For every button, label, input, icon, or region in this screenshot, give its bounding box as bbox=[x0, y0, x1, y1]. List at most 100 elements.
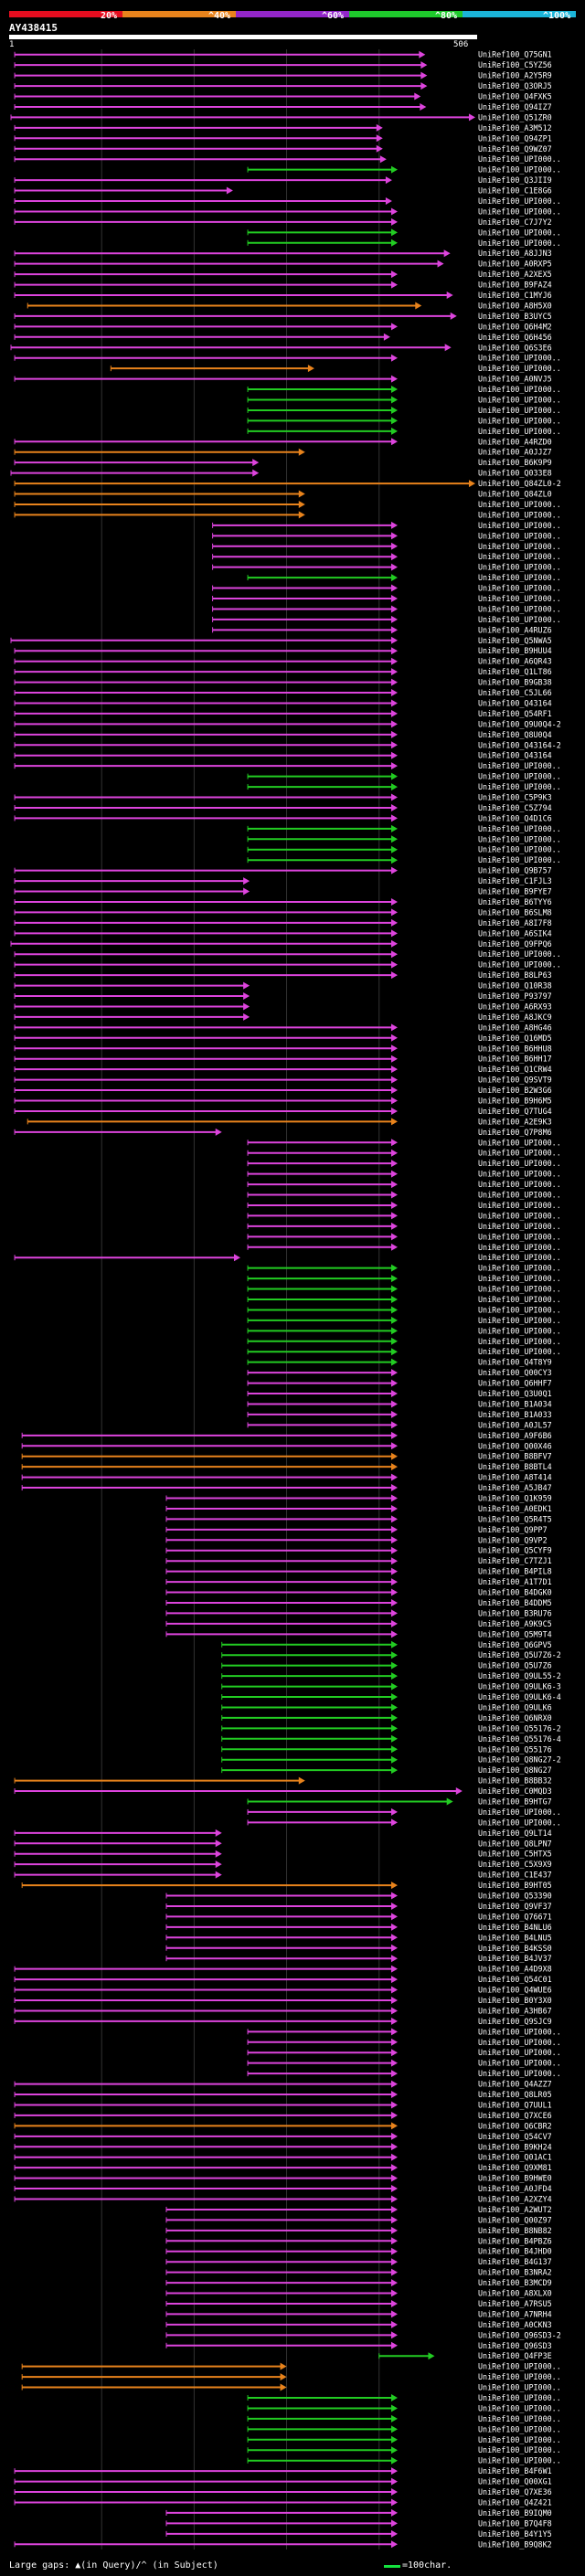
hit-label[interactable]: UniRef100_Q9U0Q4-2 bbox=[478, 719, 561, 728]
hit-label[interactable]: UniRef100_UPI000.. bbox=[478, 2456, 561, 2465]
hit-label[interactable]: UniRef100_A8JJN3 bbox=[478, 249, 552, 258]
hit-label[interactable]: UniRef100_Q00X46 bbox=[478, 1441, 552, 1450]
hit-row[interactable]: UniRef100_Q6GPV5 bbox=[221, 1640, 552, 1649]
hit-label[interactable]: UniRef100_Q16MD5 bbox=[478, 1034, 552, 1043]
hit-label[interactable]: UniRef100_B4DDM5 bbox=[478, 1598, 552, 1607]
hit-label[interactable]: UniRef100_A2XEX5 bbox=[478, 270, 552, 279]
hit-row[interactable]: UniRef100_UPI000.. bbox=[247, 2456, 561, 2465]
hit-row[interactable]: UniRef100_UPI000.. bbox=[247, 385, 561, 394]
hit-row[interactable]: UniRef100_C5HTX5 bbox=[14, 1850, 552, 1859]
hit-label[interactable]: UniRef100_A8HG46 bbox=[478, 1023, 552, 1032]
hit-label[interactable]: UniRef100_A0JFD4 bbox=[478, 2184, 552, 2193]
hit-row[interactable]: UniRef100_P93797 bbox=[14, 991, 552, 1001]
hit-label[interactable]: UniRef100_UPI000.. bbox=[478, 542, 561, 551]
hit-label[interactable]: UniRef100_UPI000.. bbox=[478, 604, 561, 613]
hit-label[interactable]: UniRef100_UPI000.. bbox=[478, 500, 561, 509]
hit-label[interactable]: UniRef100_A5JB47 bbox=[478, 1483, 552, 1492]
hit-row[interactable]: UniRef100_B3NRA2 bbox=[165, 2268, 552, 2277]
hit-row[interactable]: UniRef100_C5Z794 bbox=[14, 803, 552, 812]
hit-label[interactable]: UniRef100_B4PBZ6 bbox=[478, 2236, 552, 2245]
hit-row[interactable]: UniRef100_UPI000.. bbox=[212, 563, 561, 572]
hit-row[interactable]: UniRef100_Q9WZ07 bbox=[14, 144, 552, 154]
hit-row[interactable]: UniRef100_A3M512 bbox=[14, 123, 552, 133]
hit-row[interactable]: UniRef100_Q00XG1 bbox=[14, 2477, 552, 2486]
hit-label[interactable]: UniRef100_UPI000.. bbox=[478, 1191, 561, 1200]
hit-row[interactable]: UniRef100_C7TZJ1 bbox=[165, 1556, 552, 1565]
hit-label[interactable]: UniRef100_Q54RF1 bbox=[478, 709, 552, 718]
hit-label[interactable]: UniRef100_B9HWE0 bbox=[478, 2174, 552, 2183]
hit-row[interactable]: UniRef100_B6SLM8 bbox=[14, 907, 552, 917]
hit-row[interactable]: UniRef100_Q6HHF7 bbox=[247, 1379, 552, 1388]
hit-label[interactable]: UniRef100_Q10R38 bbox=[478, 981, 552, 991]
hit-row[interactable]: UniRef100_UPI000.. bbox=[247, 1191, 561, 1200]
hit-label[interactable]: UniRef100_Q4AZZ7 bbox=[478, 2080, 552, 2089]
hit-label[interactable]: UniRef100_Q54C01 bbox=[478, 1975, 552, 1984]
hit-label[interactable]: UniRef100_Q9SJC9 bbox=[478, 2017, 552, 2026]
hit-row[interactable]: UniRef100_Q9VP2 bbox=[165, 1535, 548, 1544]
hit-row[interactable]: UniRef100_C5X9X9 bbox=[14, 1860, 552, 1869]
hit-label[interactable]: UniRef100_Q9XM81 bbox=[478, 2163, 552, 2172]
hit-row[interactable]: UniRef100_B8BB32 bbox=[14, 1776, 552, 1786]
hit-row[interactable]: UniRef100_UPI000.. bbox=[247, 2059, 561, 2068]
hit-label[interactable]: UniRef100_Q033E8 bbox=[478, 469, 552, 478]
hit-row[interactable]: UniRef100_Q8LPN7 bbox=[14, 1839, 552, 1848]
hit-label[interactable]: UniRef100_A2WUT2 bbox=[478, 2205, 552, 2214]
hit-row[interactable]: UniRef100_Q1CRW4 bbox=[14, 1065, 552, 1074]
hit-label[interactable]: UniRef100_B9H6M5 bbox=[478, 1096, 552, 1105]
hit-label[interactable]: UniRef100_Q9ULK6 bbox=[478, 1702, 552, 1712]
hit-label[interactable]: UniRef100_UPI000.. bbox=[478, 207, 561, 216]
hit-row[interactable]: UniRef100_Q4Z421 bbox=[14, 2497, 552, 2507]
hit-label[interactable]: UniRef100_B9FYE7 bbox=[478, 887, 552, 896]
hit-label[interactable]: UniRef100_UPI000.. bbox=[478, 228, 561, 237]
hit-row[interactable]: UniRef100_UPI000.. bbox=[247, 1138, 561, 1147]
hit-label[interactable]: UniRef100_B6HHU8 bbox=[478, 1044, 552, 1053]
hit-label[interactable]: UniRef100_C5YZ56 bbox=[478, 60, 552, 69]
hit-label[interactable]: UniRef100_UPI000.. bbox=[478, 1264, 561, 1273]
hit-row[interactable]: UniRef100_Q7XCE6 bbox=[14, 2111, 552, 2120]
hit-label[interactable]: UniRef100_C5HTX5 bbox=[478, 1850, 552, 1859]
hit-label[interactable]: UniRef100_UPI000.. bbox=[478, 385, 561, 394]
hit-row[interactable]: UniRef100_C1FJL3 bbox=[14, 876, 552, 885]
hit-label[interactable]: UniRef100_UPI000.. bbox=[478, 406, 561, 415]
hit-label[interactable]: UniRef100_Q1K959 bbox=[478, 1494, 552, 1503]
hit-label[interactable]: UniRef100_UPI000.. bbox=[478, 2372, 561, 2381]
hit-label[interactable]: UniRef100_Q8LPN7 bbox=[478, 1839, 552, 1848]
hit-row[interactable]: UniRef100_UPI000.. bbox=[14, 761, 561, 770]
hit-label[interactable]: UniRef100_Q9ULK6-4 bbox=[478, 1692, 561, 1701]
hit-row[interactable]: UniRef100_Q7XE36 bbox=[14, 2487, 552, 2496]
hit-row[interactable]: UniRef100_B1A033 bbox=[247, 1410, 552, 1419]
hit-row[interactable]: UniRef100_UPI000.. bbox=[14, 1253, 561, 1262]
hit-row[interactable]: UniRef100_UPI000.. bbox=[247, 2403, 561, 2412]
hit-row[interactable]: UniRef100_UPI000.. bbox=[247, 1316, 561, 1325]
hit-row[interactable]: UniRef100_UPI000.. bbox=[247, 1347, 561, 1356]
hit-row[interactable]: UniRef100_C7J7Y2 bbox=[14, 217, 552, 227]
hit-row[interactable]: UniRef100_UPI000.. bbox=[247, 165, 561, 175]
hit-row[interactable]: UniRef100_A0EDK1 bbox=[165, 1504, 552, 1513]
hit-row[interactable]: UniRef100_A6SIK4 bbox=[14, 928, 552, 938]
hit-label[interactable]: UniRef100_UPI000.. bbox=[478, 239, 561, 248]
hit-row[interactable]: UniRef100_UPI000.. bbox=[212, 584, 561, 593]
hit-label[interactable]: UniRef100_Q4FXK5 bbox=[478, 92, 552, 101]
hit-row[interactable]: UniRef100_A4RUZ6 bbox=[212, 625, 552, 634]
hit-row[interactable]: UniRef100_B9GB38 bbox=[14, 678, 552, 687]
hit-row[interactable]: UniRef100_Q10R38 bbox=[14, 981, 552, 991]
hit-label[interactable]: UniRef100_UPI000.. bbox=[478, 2445, 561, 2454]
hit-row[interactable]: UniRef100_Q3JII9 bbox=[14, 175, 552, 185]
hit-row[interactable]: UniRef100_UPI000.. bbox=[247, 782, 561, 791]
hit-row[interactable]: UniRef100_Q3ORJ5 bbox=[14, 81, 552, 90]
hit-label[interactable]: UniRef100_UPI000.. bbox=[478, 510, 561, 519]
hit-label[interactable]: UniRef100_A6SIK4 bbox=[478, 928, 552, 938]
hit-row[interactable]: UniRef100_A4D9X8 bbox=[14, 1965, 552, 1974]
hit-row[interactable]: UniRef100_A8H5X0 bbox=[27, 301, 552, 310]
hit-row[interactable]: UniRef100_UPI000.. bbox=[247, 1274, 561, 1283]
hit-row[interactable]: UniRef100_A9K9C5 bbox=[165, 1619, 552, 1628]
hit-label[interactable]: UniRef100_UPI000.. bbox=[478, 573, 561, 582]
hit-row[interactable]: UniRef100_UPI000.. bbox=[247, 1807, 561, 1817]
hit-row[interactable]: UniRef100_Q00X46 bbox=[21, 1441, 552, 1450]
hit-row[interactable]: UniRef100_UPI000.. bbox=[247, 2069, 561, 2078]
hit-row[interactable]: UniRef100_UPI000.. bbox=[247, 406, 561, 415]
hit-row[interactable]: UniRef100_Q8NG27 bbox=[221, 1765, 552, 1775]
hit-row[interactable]: UniRef100_UPI000.. bbox=[14, 960, 561, 970]
hit-label[interactable]: UniRef100_Q9VF37 bbox=[478, 1902, 552, 1911]
hit-row[interactable]: UniRef100_Q01AC1 bbox=[14, 2153, 552, 2162]
